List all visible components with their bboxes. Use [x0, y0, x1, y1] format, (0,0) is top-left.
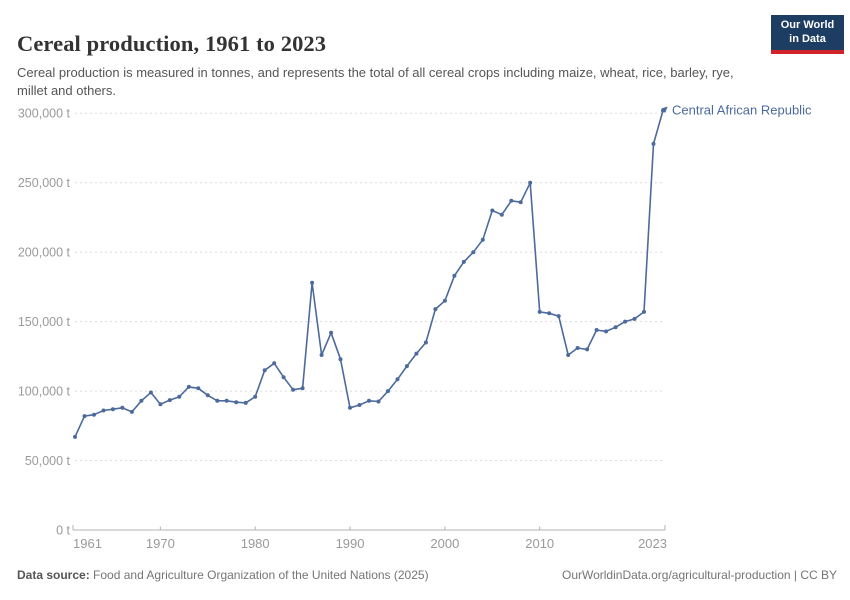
data-point	[547, 311, 552, 316]
page-subtitle: Cereal production is measured in tonnes,…	[17, 65, 734, 98]
data-point	[186, 384, 191, 389]
data-point	[272, 361, 277, 366]
data-point	[329, 330, 334, 335]
x-tick-label: 2023	[638, 536, 667, 551]
data-point	[651, 141, 656, 146]
data-point	[604, 329, 609, 334]
data-point	[442, 298, 447, 303]
attribution-link[interactable]: OurWorldinData.org/agricultural-producti…	[561, 568, 837, 582]
data-point	[642, 309, 646, 314]
data-point	[490, 208, 495, 213]
data-point	[613, 325, 618, 330]
data-source-label: Data source:	[17, 568, 90, 582]
x-tick-label: 1980	[241, 536, 270, 551]
data-point	[367, 398, 371, 403]
chart-footer: Data source: Food and Agriculture Organi…	[17, 568, 837, 582]
data-point	[92, 412, 96, 417]
x-tick-label: 2000	[430, 536, 459, 551]
data-point	[423, 340, 428, 345]
y-tick-label: 50,000 t	[25, 454, 71, 468]
owid-logo: Our World in Data	[771, 15, 844, 54]
data-point	[300, 386, 305, 391]
y-tick-label: 250,000 t	[18, 176, 71, 190]
x-tick-label: 2010	[525, 536, 554, 551]
data-point	[139, 398, 144, 403]
data-point	[348, 405, 352, 410]
data-point	[395, 377, 400, 382]
data-point	[167, 398, 172, 403]
data-point	[82, 414, 87, 419]
data-point	[632, 316, 637, 321]
page-title: Cereal production, 1961 to 2023	[17, 31, 327, 57]
data-point	[215, 398, 220, 403]
y-tick-label: 100,000 t	[18, 384, 71, 398]
owid-logo-line2: in Data	[789, 32, 826, 45]
data-source: Data source: Food and Agriculture Organi…	[17, 568, 429, 582]
data-point	[234, 400, 239, 405]
data-point	[471, 250, 476, 255]
data-point	[281, 375, 286, 380]
owid-logo-line1: Our World	[780, 19, 835, 31]
data-point	[556, 314, 561, 319]
data-point	[262, 368, 267, 373]
data-point	[518, 200, 523, 205]
data-point	[158, 402, 163, 407]
data-point	[357, 403, 362, 407]
data-point	[205, 393, 210, 398]
data-point	[480, 237, 485, 242]
x-tick-label: 1990	[336, 536, 365, 551]
data-point	[414, 351, 419, 356]
data-point	[499, 212, 504, 217]
data-point	[623, 319, 628, 324]
data-point	[528, 180, 533, 185]
x-tick-label: 1961	[73, 536, 102, 551]
data-point	[243, 400, 248, 405]
data-point	[594, 328, 599, 332]
data-point	[177, 394, 182, 399]
data-point	[585, 347, 590, 352]
data-point	[537, 309, 542, 314]
data-point	[509, 198, 514, 203]
data-point	[73, 434, 77, 439]
data-point	[575, 346, 580, 350]
y-tick-label: 300,000 t	[18, 107, 71, 121]
line-end-arrow	[661, 106, 668, 114]
data-line	[74, 110, 664, 438]
data-point	[196, 386, 201, 391]
data-point	[120, 405, 125, 410]
data-point	[101, 408, 106, 413]
data-point	[433, 307, 438, 312]
y-tick-label: 200,000 t	[18, 246, 71, 260]
data-point	[253, 394, 258, 399]
data-point	[376, 399, 381, 404]
data-point	[148, 390, 153, 395]
y-tick-label: 150,000 t	[18, 315, 71, 329]
entity-label: Central African Republic	[672, 103, 812, 118]
data-point	[310, 280, 315, 285]
data-point	[338, 357, 343, 362]
data-point	[129, 409, 134, 414]
data-point	[461, 259, 466, 264]
data-point	[566, 353, 571, 357]
data-point	[386, 389, 390, 394]
data-source-value: Food and Agriculture Organization of the…	[93, 568, 429, 582]
x-tick-label: 1970	[146, 536, 175, 551]
data-point	[452, 273, 457, 278]
data-point	[404, 364, 409, 369]
data-point	[291, 387, 296, 392]
data-point	[224, 398, 229, 403]
y-tick-label: 0 t	[56, 523, 70, 537]
data-point	[319, 353, 324, 357]
data-point	[110, 407, 115, 412]
